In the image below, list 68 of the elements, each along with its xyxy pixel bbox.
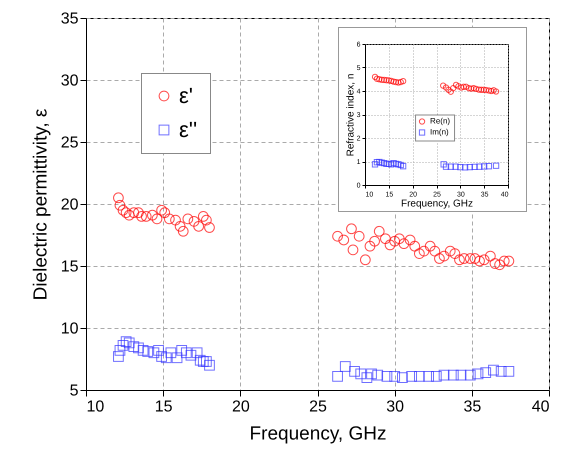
x-tick-label: 40 [532, 398, 550, 416]
point [388, 78, 394, 84]
point [398, 162, 404, 168]
x-tick-label: 20 [232, 398, 250, 416]
x-tick-label: 15 [154, 398, 173, 416]
point [460, 84, 467, 90]
x-tick-label: 25 [309, 398, 327, 416]
point [448, 164, 454, 170]
point [392, 160, 400, 167]
point [476, 164, 483, 170]
point [383, 160, 390, 167]
point [481, 163, 488, 170]
point [395, 161, 402, 168]
point [492, 162, 500, 169]
point [378, 76, 385, 83]
point [471, 164, 478, 170]
point [374, 159, 380, 166]
point [480, 86, 487, 93]
legend-label: ε' [179, 83, 194, 108]
point [440, 161, 447, 168]
point [448, 88, 454, 95]
point [390, 160, 397, 166]
point [486, 163, 492, 170]
x-axis-title: Frequency, GHz [250, 424, 386, 444]
legend-label: ε'' [179, 117, 198, 142]
point [455, 83, 462, 90]
point [452, 164, 459, 170]
point [398, 78, 404, 86]
y-tick-label: 25 [60, 134, 79, 152]
point [468, 86, 474, 92]
point [488, 88, 494, 94]
x-tick-label: 30 [386, 398, 404, 416]
y-tick-label: 30 [60, 72, 79, 90]
legend-label: Im(n) [430, 128, 450, 136]
point [470, 85, 477, 92]
point [376, 76, 382, 82]
y-axis-title: Dielectric permittivity, ε [30, 108, 52, 300]
point [440, 82, 446, 89]
point [458, 84, 464, 91]
x-tick-label: 35 [463, 398, 482, 416]
point [466, 164, 474, 170]
point [457, 164, 464, 170]
y-tick-label: 10 [60, 320, 79, 338]
point [388, 161, 394, 168]
point [392, 78, 400, 86]
point [452, 82, 460, 88]
point [478, 86, 484, 93]
point [462, 164, 468, 171]
point [372, 74, 378, 80]
legend-label: Re(n) [430, 116, 450, 126]
point [378, 160, 385, 166]
point [380, 160, 388, 166]
point [372, 161, 378, 168]
point [386, 77, 392, 84]
x-axis-title: Frequency, GHz [400, 198, 474, 210]
y-tick-label: 5 [70, 382, 79, 400]
point [376, 158, 382, 166]
x-tick-label: 10 [86, 398, 104, 416]
point [442, 84, 450, 91]
y-tick-label: 15 [60, 258, 79, 276]
point [450, 85, 456, 92]
point [445, 86, 452, 93]
y-tick-label: 35 [60, 10, 79, 28]
y-axis-title: Refractive index, n [346, 74, 357, 156]
point [386, 160, 392, 167]
point [442, 164, 450, 170]
point [400, 163, 406, 170]
point [490, 87, 497, 94]
